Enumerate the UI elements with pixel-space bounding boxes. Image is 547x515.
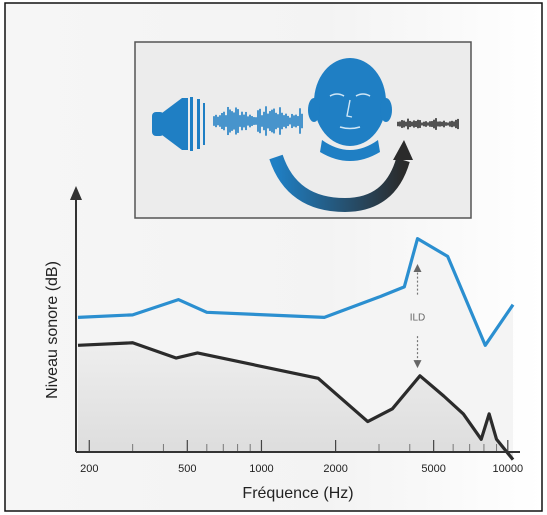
- x-tick-label-1000: 1000: [249, 463, 273, 475]
- x-tick-label-200: 200: [80, 463, 98, 475]
- y-axis-arrow-icon: [70, 186, 82, 200]
- x-tick-label-5000: 5000: [421, 463, 445, 475]
- head-icon: [308, 58, 392, 161]
- illustration-panel: [134, 41, 472, 219]
- ild-arrow-down-icon: [413, 360, 422, 369]
- y-axis-title: Niveau sonore (dB): [44, 261, 61, 399]
- axis-layer: [70, 186, 520, 453]
- ild-annotation: ILD: [410, 264, 426, 369]
- curved-arrow-icon: [269, 140, 413, 213]
- sound-wave-blue-icon: [213, 106, 303, 136]
- ild-label: ILD: [410, 312, 426, 323]
- x-tick-label-10000: 10000: [493, 463, 524, 475]
- x-tick-label-500: 500: [178, 463, 196, 475]
- ild-fill-area: [78, 238, 514, 460]
- below-curve-area: [78, 342, 514, 460]
- x-ticks: 200 500 1000 2000 5000 10000: [80, 440, 523, 475]
- sound-wave-dark-icon: [397, 118, 459, 130]
- series-layer: [77, 237, 515, 461]
- area-between-curves: [78, 238, 514, 460]
- x-tick-label-2000: 2000: [323, 463, 347, 475]
- series-line-ear-2: [77, 341, 515, 461]
- speaker-icon: [152, 97, 205, 151]
- x-axis-title: Fréquence (Hz): [242, 485, 353, 502]
- ild-arrow-up-icon: [413, 264, 422, 273]
